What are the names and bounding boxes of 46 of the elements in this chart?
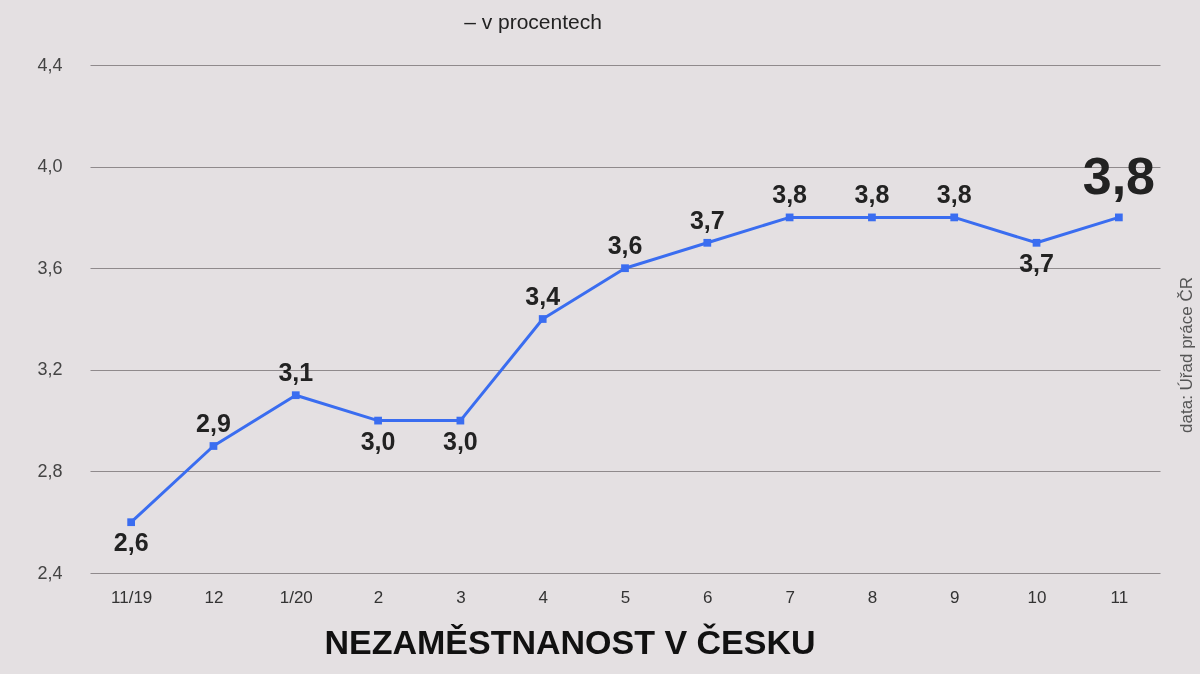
point [209,442,218,450]
data-label: 2,6 [113,528,149,557]
x-tick-label: 3 [456,587,466,607]
point [538,315,547,323]
x-tick-label: 5 [620,587,631,607]
data-label: 3,0 [360,426,396,455]
data-label: 3,4 [525,282,561,310]
x-tick-label: 7 [785,587,795,607]
data-label: 2,9 [196,409,231,437]
y-tick-label: 3,2 [37,359,63,380]
data-label: 3,8 [772,180,808,209]
data-label: 3,8 [936,180,972,209]
y-tick-label: 3,6 [37,257,63,278]
point [127,518,136,527]
x-tick-label: 6 [703,587,713,607]
x-tick-label: 9 [950,587,960,607]
x-tick-label: 11 [1110,587,1129,607]
point [1114,213,1123,222]
x-tick-label: 1/20 [279,587,313,607]
data-label: 3,7 [689,205,725,234]
x-tick-label: 4 [538,587,548,607]
text: NEZAMĚSTNANOST V ČESKU [324,623,816,661]
y-tick-label: 4,0 [37,156,63,177]
y-tick-label: 2,8 [37,460,63,481]
x-tick-label: 10 [1027,587,1047,607]
x-tick-label: 8 [867,587,878,607]
y-tick-label: 4,4 [37,54,63,75]
point [291,391,300,400]
x-tick-label: 2 [373,587,384,607]
point [374,416,382,425]
data-label: 3,0 [443,426,478,455]
data-label: 3,7 [1019,248,1054,277]
point [621,264,629,273]
data-label: 3,8 [854,180,890,209]
data-label: 3,1 [278,358,314,387]
y-tick-label: 2,4 [37,562,63,583]
point [1032,238,1041,247]
text: data: Úřad práce ČR [1177,277,1196,433]
point [950,213,959,222]
point [868,213,876,222]
data-label: 3,8 [1082,147,1155,206]
x-tick-label: 11/19 [111,587,153,607]
data-label: 3,6 [607,231,643,260]
chart-subtitle: – v procentech [464,10,602,33]
x-tick-label: 12 [204,587,224,607]
point [703,238,712,247]
